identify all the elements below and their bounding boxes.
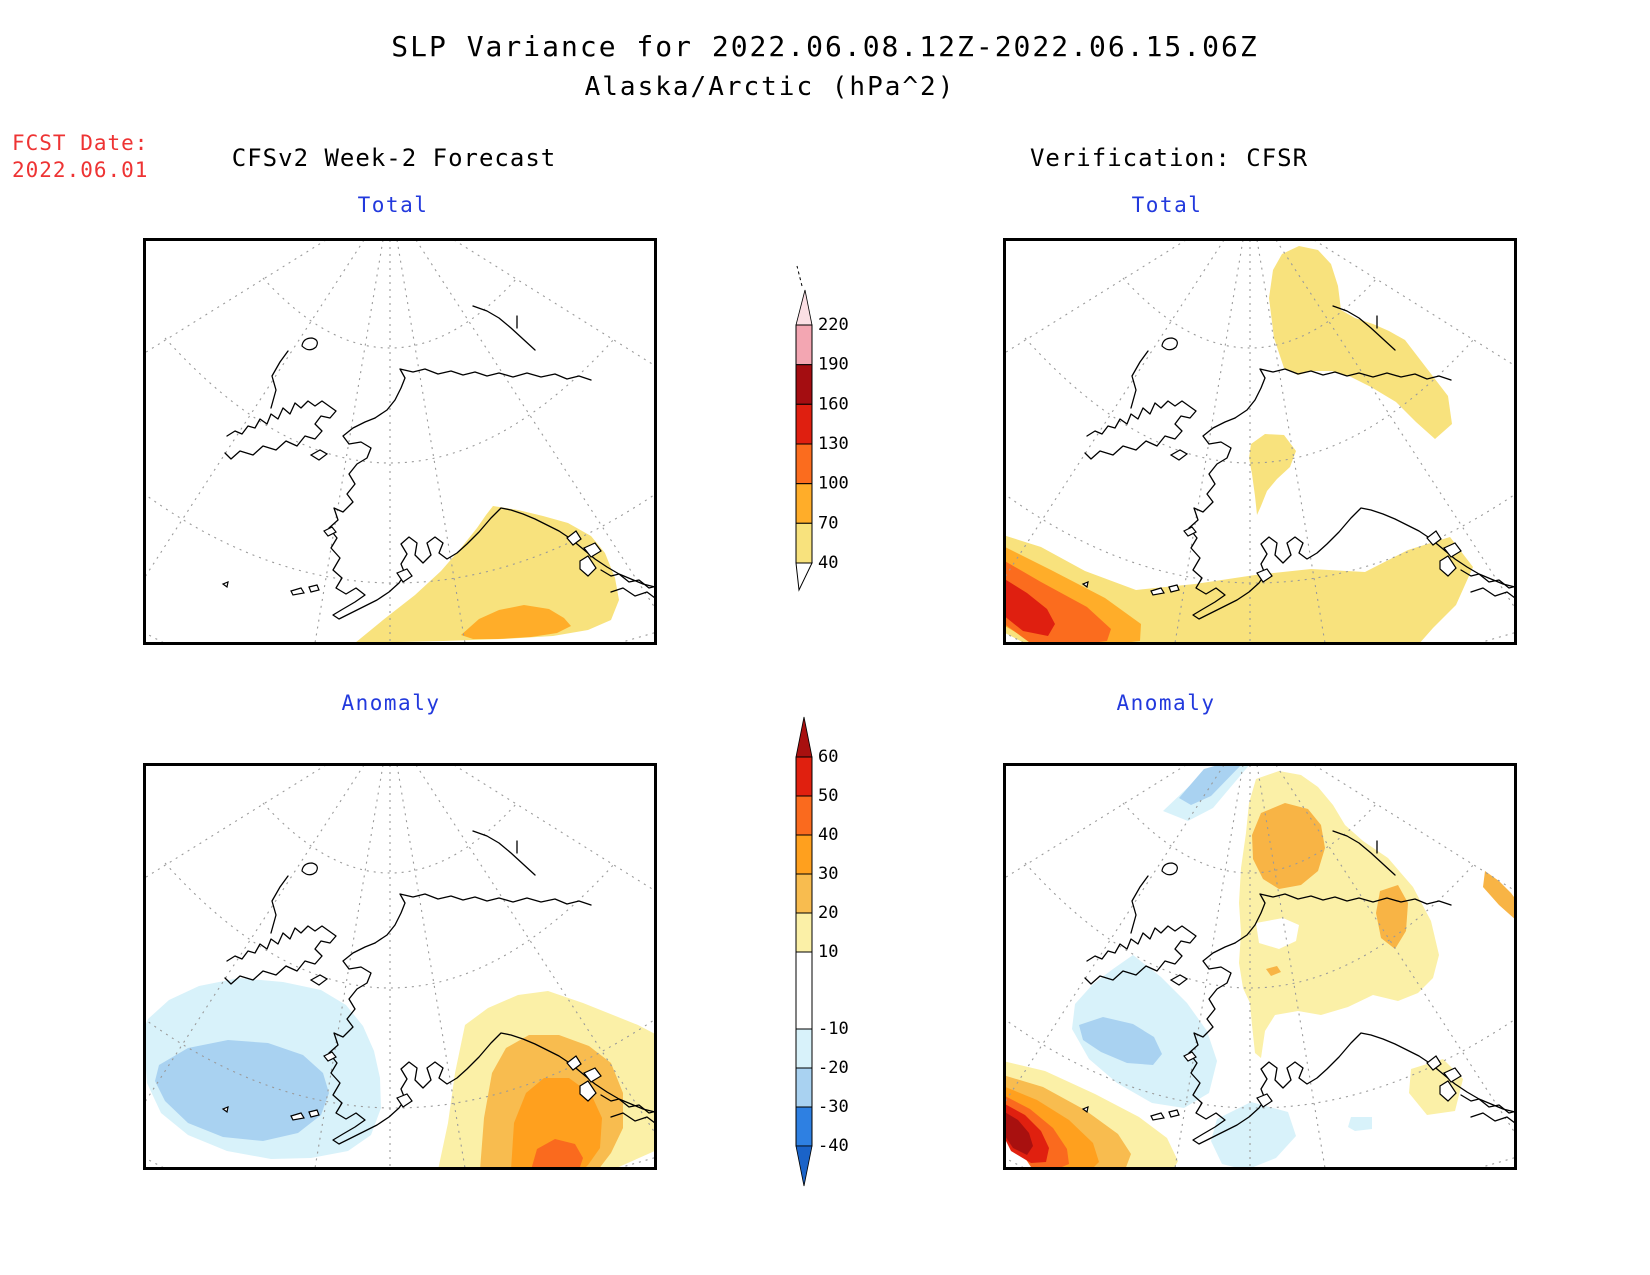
cb-total-tick: 190 [818, 355, 849, 375]
cb-anom-tick: 30 [818, 864, 838, 884]
cb-anom-tick: 60 [818, 747, 838, 767]
cb-anom-tick: 10 [818, 942, 838, 962]
contours-forecast-total [355, 506, 619, 643]
panel-title-forecast-anomaly: Anomaly [341, 691, 441, 715]
cb-total-tick: 130 [818, 434, 849, 454]
map-forecast-total [143, 238, 657, 645]
colorbar-anomaly: 60 50 40 30 20 10 -10 -20 -30 -40 [795, 716, 849, 1187]
panel-title-verification-total: Total [1131, 193, 1203, 217]
cb-anom-tick: 20 [818, 903, 838, 923]
contours-forecast-anomaly [143, 978, 657, 1170]
colorbar-total: 220 190 160 130 100 70 40 [795, 265, 849, 592]
cb-anom-tick: -10 [818, 1019, 849, 1039]
column-header-forecast: CFSv2 Week-2 Forecast [231, 144, 557, 172]
fcst-date-label: FCST Date: [12, 131, 149, 155]
figure-subtitle: Alaska/Arctic (hPa^2) [584, 72, 956, 102]
cb-total-tick: 220 [818, 315, 849, 335]
map-verification-total [1003, 238, 1517, 645]
fcst-date-value: 2022.06.01 [12, 158, 149, 182]
cb-anom-tick: 40 [818, 825, 838, 845]
cb-anom-tick: -20 [818, 1058, 849, 1078]
cb-total-tick: 40 [818, 553, 838, 573]
panel-title-verification-anomaly: Anomaly [1116, 691, 1216, 715]
cb-total-tick: 160 [818, 394, 849, 414]
cb-anom-tick: -30 [818, 1097, 849, 1117]
cb-anom-tick: -40 [818, 1136, 849, 1156]
contours-verification-anomaly [1003, 763, 1517, 1170]
cb-total-tick: 100 [818, 474, 849, 494]
panel-title-forecast-total: Total [357, 193, 429, 217]
contours-verification-total [1003, 246, 1473, 645]
cb-total-tick: 70 [818, 513, 838, 533]
map-forecast-anomaly [143, 763, 657, 1170]
figure-title: SLP Variance for 2022.06.08.12Z-2022.06.… [391, 30, 1259, 63]
fcst-date-block: FCST Date: 2022.06.01 [12, 130, 148, 184]
column-header-verification: Verification: CFSR [1029, 144, 1309, 172]
map-verification-anomaly [1003, 763, 1517, 1170]
cb-anom-tick: 50 [818, 786, 838, 806]
